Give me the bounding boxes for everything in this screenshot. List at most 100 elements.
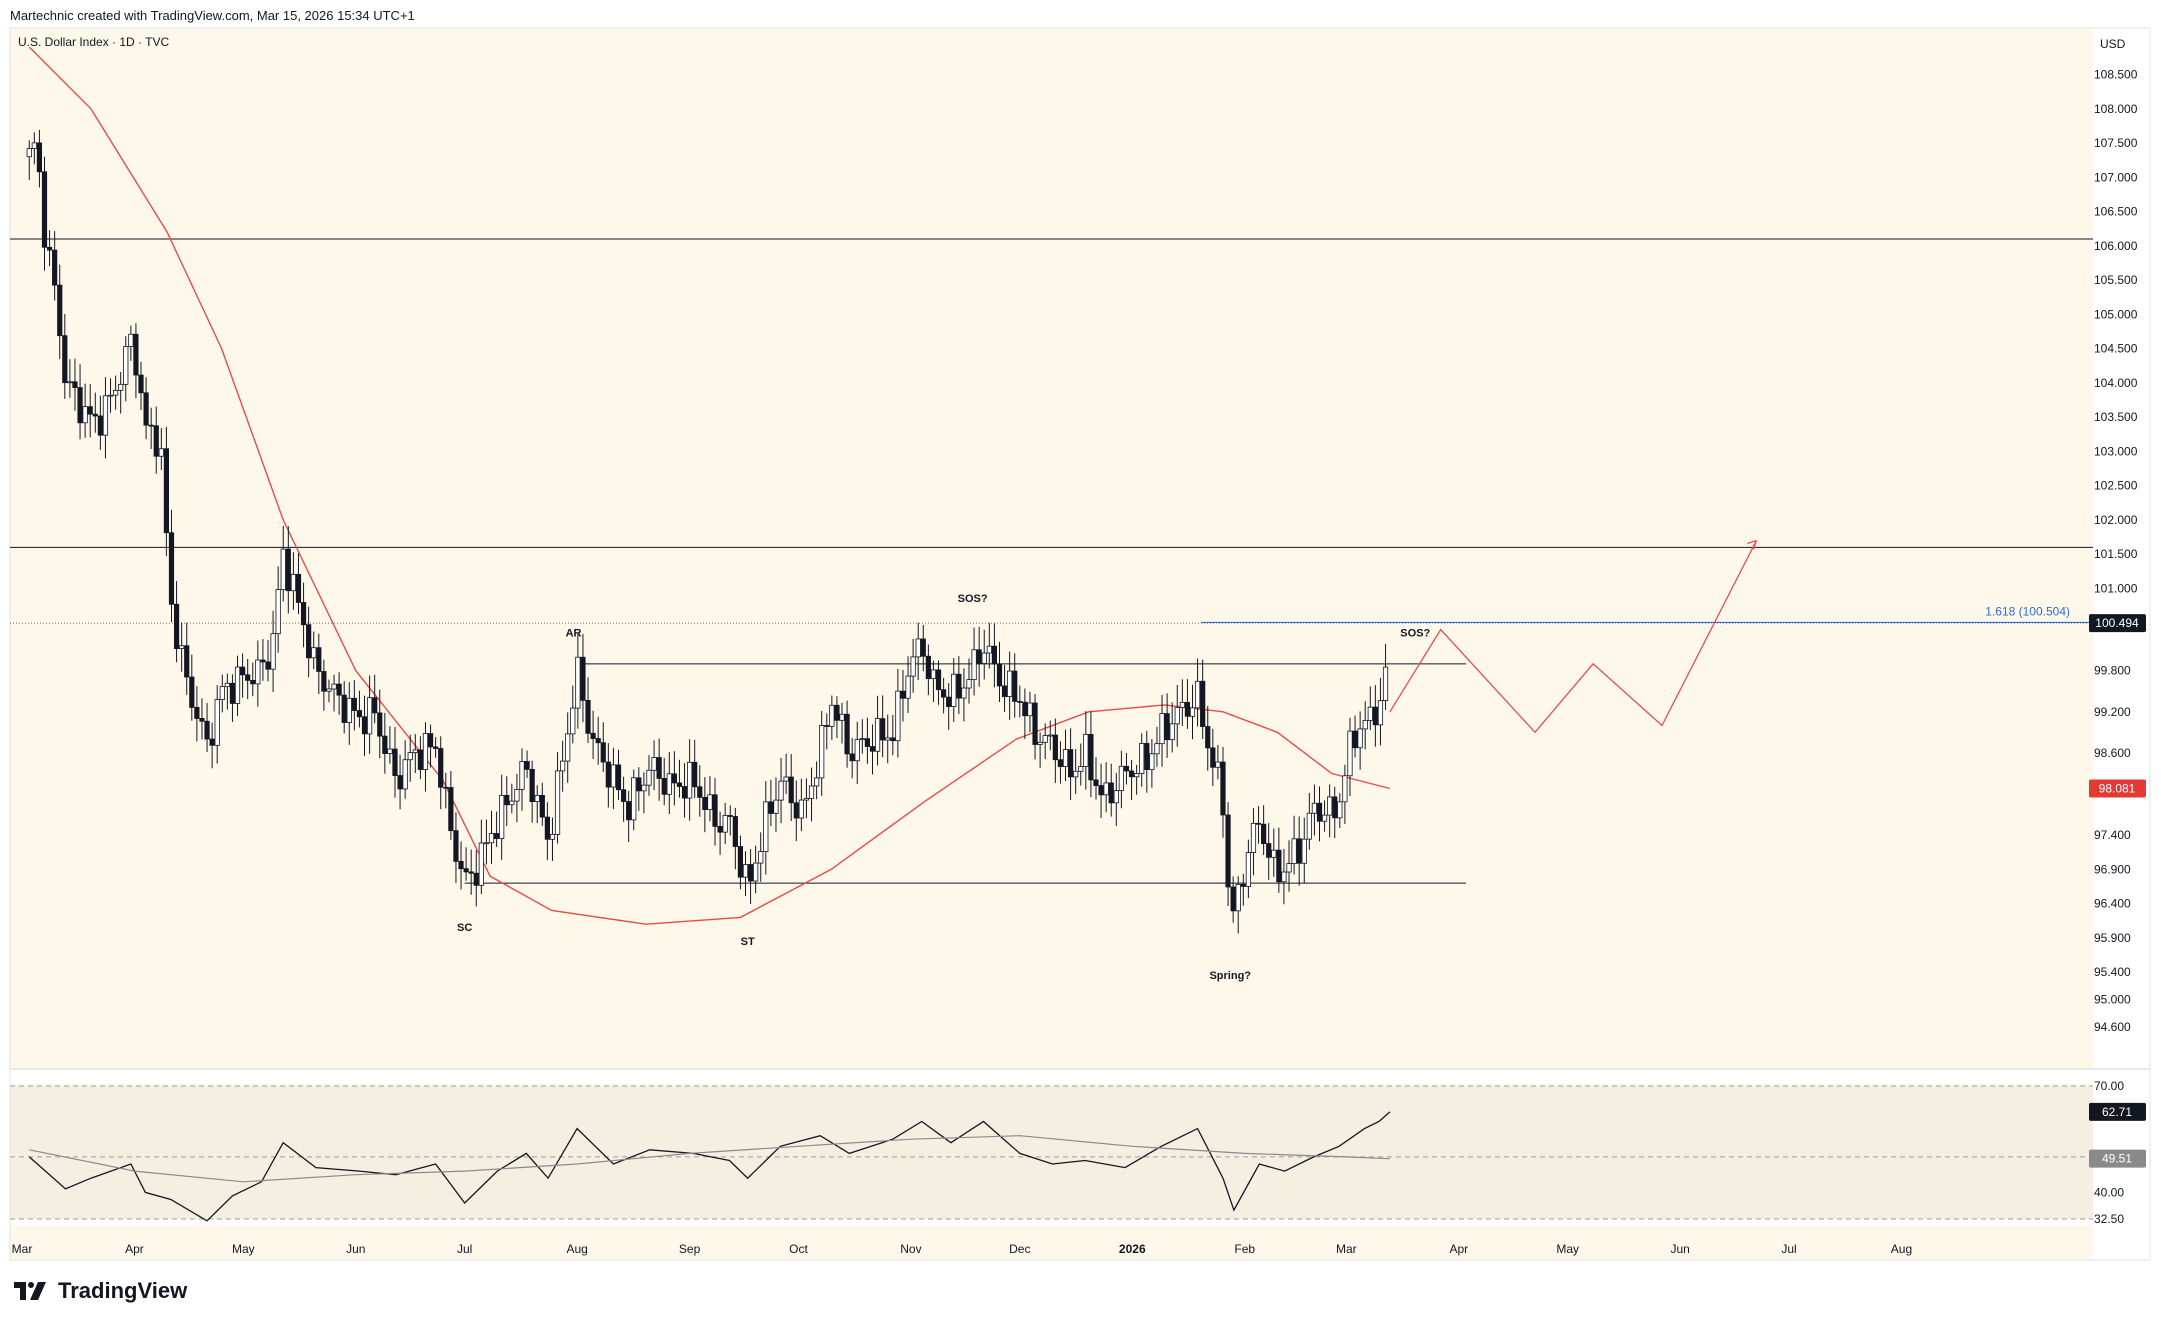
time-tick-label: Apr bbox=[1449, 1242, 1468, 1256]
candle-body bbox=[605, 761, 611, 788]
candle-body bbox=[961, 687, 967, 699]
candle-body bbox=[595, 738, 601, 744]
candle-body bbox=[326, 688, 332, 692]
candle-body bbox=[676, 782, 683, 787]
candle-body bbox=[402, 759, 408, 790]
candle-body bbox=[956, 673, 962, 699]
candle-body bbox=[1012, 670, 1018, 702]
candle-body bbox=[544, 816, 550, 840]
candle-body bbox=[880, 718, 886, 741]
candle-body bbox=[46, 246, 53, 251]
candle-body bbox=[458, 860, 464, 870]
candle-body bbox=[895, 690, 901, 742]
candle-body bbox=[275, 589, 281, 635]
time-axis-background bbox=[10, 1225, 2093, 1260]
candle-body bbox=[488, 833, 495, 844]
candle-body bbox=[554, 770, 561, 835]
candle-body bbox=[951, 673, 957, 707]
candle-body bbox=[341, 694, 347, 723]
candle-body bbox=[204, 720, 210, 740]
candle-body bbox=[123, 346, 129, 385]
candle-body bbox=[666, 773, 672, 795]
candle-body bbox=[1139, 742, 1145, 774]
candle-body bbox=[844, 713, 850, 755]
candle-body bbox=[712, 794, 718, 827]
price-tick-label: 108.500 bbox=[2094, 68, 2138, 82]
candle-body bbox=[1210, 747, 1216, 768]
candle-body bbox=[869, 746, 876, 752]
candle-body bbox=[148, 424, 154, 427]
tradingview-logo-icon bbox=[14, 1282, 46, 1300]
candle-body bbox=[1052, 734, 1058, 761]
candle-body bbox=[433, 746, 439, 749]
candle-body bbox=[1174, 707, 1180, 725]
candle-body bbox=[519, 761, 525, 790]
annotation-ar: AR bbox=[566, 627, 582, 639]
candle-body bbox=[1316, 802, 1323, 822]
candle-body bbox=[118, 383, 124, 391]
candle-body bbox=[478, 842, 484, 886]
candle-body bbox=[819, 725, 825, 779]
candle-body bbox=[504, 794, 510, 806]
candle-body bbox=[133, 333, 139, 376]
candle-body bbox=[427, 733, 434, 748]
candle-body bbox=[1301, 838, 1307, 864]
candle-body bbox=[839, 713, 845, 721]
candle-body bbox=[209, 738, 215, 746]
price-tick-label: 99.800 bbox=[2094, 664, 2131, 678]
candle-body bbox=[36, 142, 43, 173]
candle-body bbox=[534, 794, 540, 802]
candle-body bbox=[1154, 743, 1160, 755]
candle-body bbox=[448, 787, 454, 832]
candle-body bbox=[463, 868, 469, 873]
candle-body bbox=[387, 748, 393, 754]
candle-body bbox=[727, 815, 733, 817]
candle-body bbox=[1073, 770, 1079, 778]
candle-body bbox=[1189, 707, 1196, 717]
candle-body bbox=[753, 862, 759, 882]
candle-body bbox=[57, 284, 63, 337]
candle-body bbox=[77, 387, 83, 424]
price-tick-label: 106.000 bbox=[2094, 239, 2138, 253]
candle-body bbox=[565, 733, 571, 762]
candle-body bbox=[986, 645, 992, 654]
candle-body bbox=[1255, 822, 1262, 825]
candle-body bbox=[356, 710, 363, 718]
candle-body bbox=[763, 801, 769, 852]
candle-body bbox=[265, 661, 271, 670]
candle-body bbox=[1017, 700, 1023, 703]
candle-body bbox=[1382, 666, 1389, 702]
candle-body bbox=[529, 768, 535, 802]
candle-body bbox=[829, 704, 835, 727]
candle-body bbox=[585, 699, 591, 734]
moving-average-line bbox=[28, 46, 1391, 925]
candle-body bbox=[1220, 761, 1226, 816]
candle-body bbox=[72, 381, 78, 388]
tradingview-logo[interactable]: TradingView bbox=[12, 1278, 187, 1304]
annotation-sos: SOS? bbox=[1400, 627, 1430, 639]
candle-body bbox=[1042, 735, 1048, 743]
candle-body bbox=[1271, 849, 1277, 858]
candle-body bbox=[697, 786, 703, 798]
candle-body bbox=[646, 769, 652, 786]
price-tick-label: 102.500 bbox=[2094, 479, 2138, 493]
candle-body bbox=[1235, 884, 1241, 912]
price-tick-label: 99.200 bbox=[2094, 705, 2131, 719]
candle-body bbox=[306, 624, 312, 659]
candle-body bbox=[1007, 670, 1013, 697]
candle-body bbox=[615, 764, 622, 791]
candle-body bbox=[52, 249, 58, 286]
candle-body bbox=[31, 142, 37, 149]
candle-body bbox=[707, 794, 713, 811]
price-tick-label: 95.400 bbox=[2094, 965, 2131, 979]
candle-body bbox=[1205, 726, 1211, 749]
candle-body bbox=[311, 647, 317, 659]
candle-body bbox=[473, 872, 479, 886]
candle-body bbox=[824, 725, 830, 727]
candle-body bbox=[803, 797, 810, 801]
candle-body bbox=[1225, 814, 1231, 888]
candle-body bbox=[1357, 728, 1363, 749]
candle-body bbox=[1103, 782, 1109, 796]
candle-body bbox=[747, 864, 754, 882]
